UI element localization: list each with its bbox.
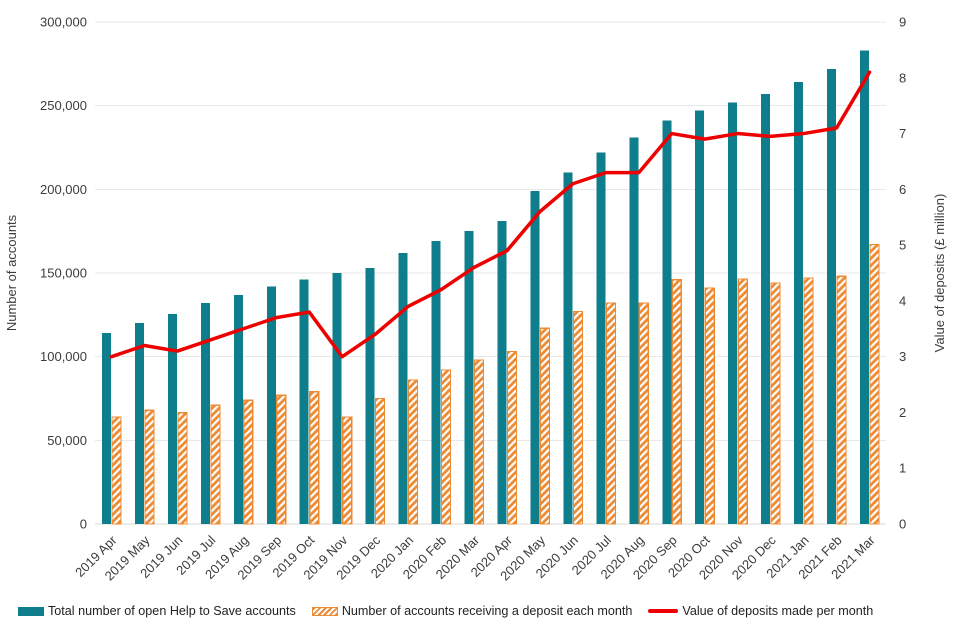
bar-deposit-accounts [276, 394, 287, 525]
svg-text:7: 7 [899, 126, 906, 141]
right-axis-title: Value of deposits (£ million) [932, 194, 947, 353]
bar-deposit-accounts [836, 275, 847, 525]
bar-total-accounts [794, 82, 804, 525]
bar-deposit-accounts [671, 279, 682, 525]
bar-total-accounts [596, 152, 606, 524]
chart: 0 50,000 100,000 150,000 200,000 250,000 300,0… [4, 15, 947, 584]
bar-total-accounts [761, 93, 771, 524]
svg-text:0: 0 [899, 517, 906, 532]
legend: Total number of open Help to Save accoun… [0, 600, 960, 618]
svg-text:4: 4 [899, 293, 906, 308]
gridlines [95, 21, 886, 525]
bar-total-accounts [200, 303, 210, 524]
legend-label-total-accounts: Total number of open Help to Save accoun… [48, 604, 296, 618]
bars-deposit-accounts [111, 243, 880, 525]
bar-deposit-accounts [737, 278, 748, 525]
bar-total-accounts [299, 279, 309, 524]
svg-text:8: 8 [899, 70, 906, 85]
bar-total-accounts [233, 294, 243, 524]
svg-text:5: 5 [899, 238, 906, 253]
bar-deposit-accounts [309, 391, 320, 525]
bar-total-accounts [497, 221, 507, 525]
bar-deposit-accounts [111, 416, 122, 525]
chart-canvas: 0 50,000 100,000 150,000 200,000 250,000 300,0… [4, 15, 947, 584]
bar-deposit-accounts [605, 302, 616, 525]
bar-total-accounts [662, 120, 672, 524]
bar-total-accounts [530, 191, 540, 525]
bar-deposit-accounts [770, 282, 781, 525]
bar-total-accounts [266, 286, 276, 524]
svg-text:300,000: 300,000 [40, 15, 87, 30]
legend-label-deposit-accounts: Number of accounts receiving a deposit e… [341, 604, 633, 618]
bar-total-accounts [827, 68, 837, 524]
bar-deposit-accounts [375, 397, 386, 525]
bar-deposit-accounts [243, 399, 254, 525]
teal-bar-swatch-icon [18, 606, 44, 616]
svg-text:100,000: 100,000 [40, 349, 87, 364]
bar-total-accounts [629, 137, 639, 524]
legend-item-total-accounts: Total number of open Help to Save accoun… [18, 604, 296, 618]
right-axis-ticks: 0 1 2 3 4 5 6 7 8 9 [899, 15, 906, 532]
svg-text:250,000: 250,000 [40, 98, 87, 113]
bar-deposit-accounts [539, 327, 551, 525]
svg-text:9: 9 [899, 15, 906, 30]
svg-text:50,000: 50,000 [47, 433, 87, 448]
bars-total-accounts [101, 50, 870, 525]
bar-deposit-accounts [572, 310, 583, 525]
bar-total-accounts [365, 267, 375, 524]
svg-text:1: 1 [899, 461, 906, 476]
bar-total-accounts [563, 172, 573, 524]
bar-total-accounts [431, 241, 441, 524]
svg-text:0: 0 [80, 517, 87, 532]
bar-total-accounts [332, 273, 342, 524]
legend-item-deposit-accounts: Number of accounts receiving a deposit e… [311, 604, 633, 618]
bar-deposit-accounts [144, 409, 155, 525]
bar-total-accounts [860, 50, 870, 525]
bar-total-accounts [134, 323, 144, 524]
bar-total-accounts [398, 252, 408, 525]
bar-deposit-accounts [869, 243, 880, 525]
bar-deposit-accounts [342, 416, 353, 525]
bar-deposit-accounts [803, 277, 814, 525]
svg-text:6: 6 [899, 182, 906, 197]
orange-hatched-bar-swatch-icon [311, 606, 338, 616]
red-line-swatch-icon [648, 609, 679, 613]
bar-total-accounts [695, 110, 705, 524]
left-axis-ticks: 0 50,000 100,000 150,000 200,000 250,000 300,0… [40, 15, 87, 532]
bar-total-accounts [101, 333, 111, 524]
svg-text:3: 3 [899, 349, 906, 364]
line-deposit-value [109, 70, 872, 359]
bar-deposit-accounts [473, 359, 485, 525]
bar-total-accounts [167, 313, 177, 524]
bar-deposit-accounts [638, 302, 649, 525]
bar-total-accounts [464, 231, 474, 524]
svg-text:200,000: 200,000 [40, 182, 87, 197]
bar-deposit-accounts [506, 351, 518, 525]
legend-label-deposit-value: Value of deposits made per month [682, 604, 874, 618]
bar-deposit-accounts [704, 287, 715, 525]
svg-text:150,000: 150,000 [40, 266, 87, 281]
bar-deposit-accounts [408, 379, 419, 525]
left-axis-title: Number of accounts [4, 214, 19, 331]
legend-item-deposit-value: Value of deposits made per month [648, 604, 873, 618]
bar-total-accounts [728, 102, 738, 524]
bar-deposit-accounts [177, 412, 188, 525]
bar-deposit-accounts [440, 369, 452, 525]
svg-text:2: 2 [899, 405, 906, 420]
bar-deposit-accounts [210, 404, 221, 525]
